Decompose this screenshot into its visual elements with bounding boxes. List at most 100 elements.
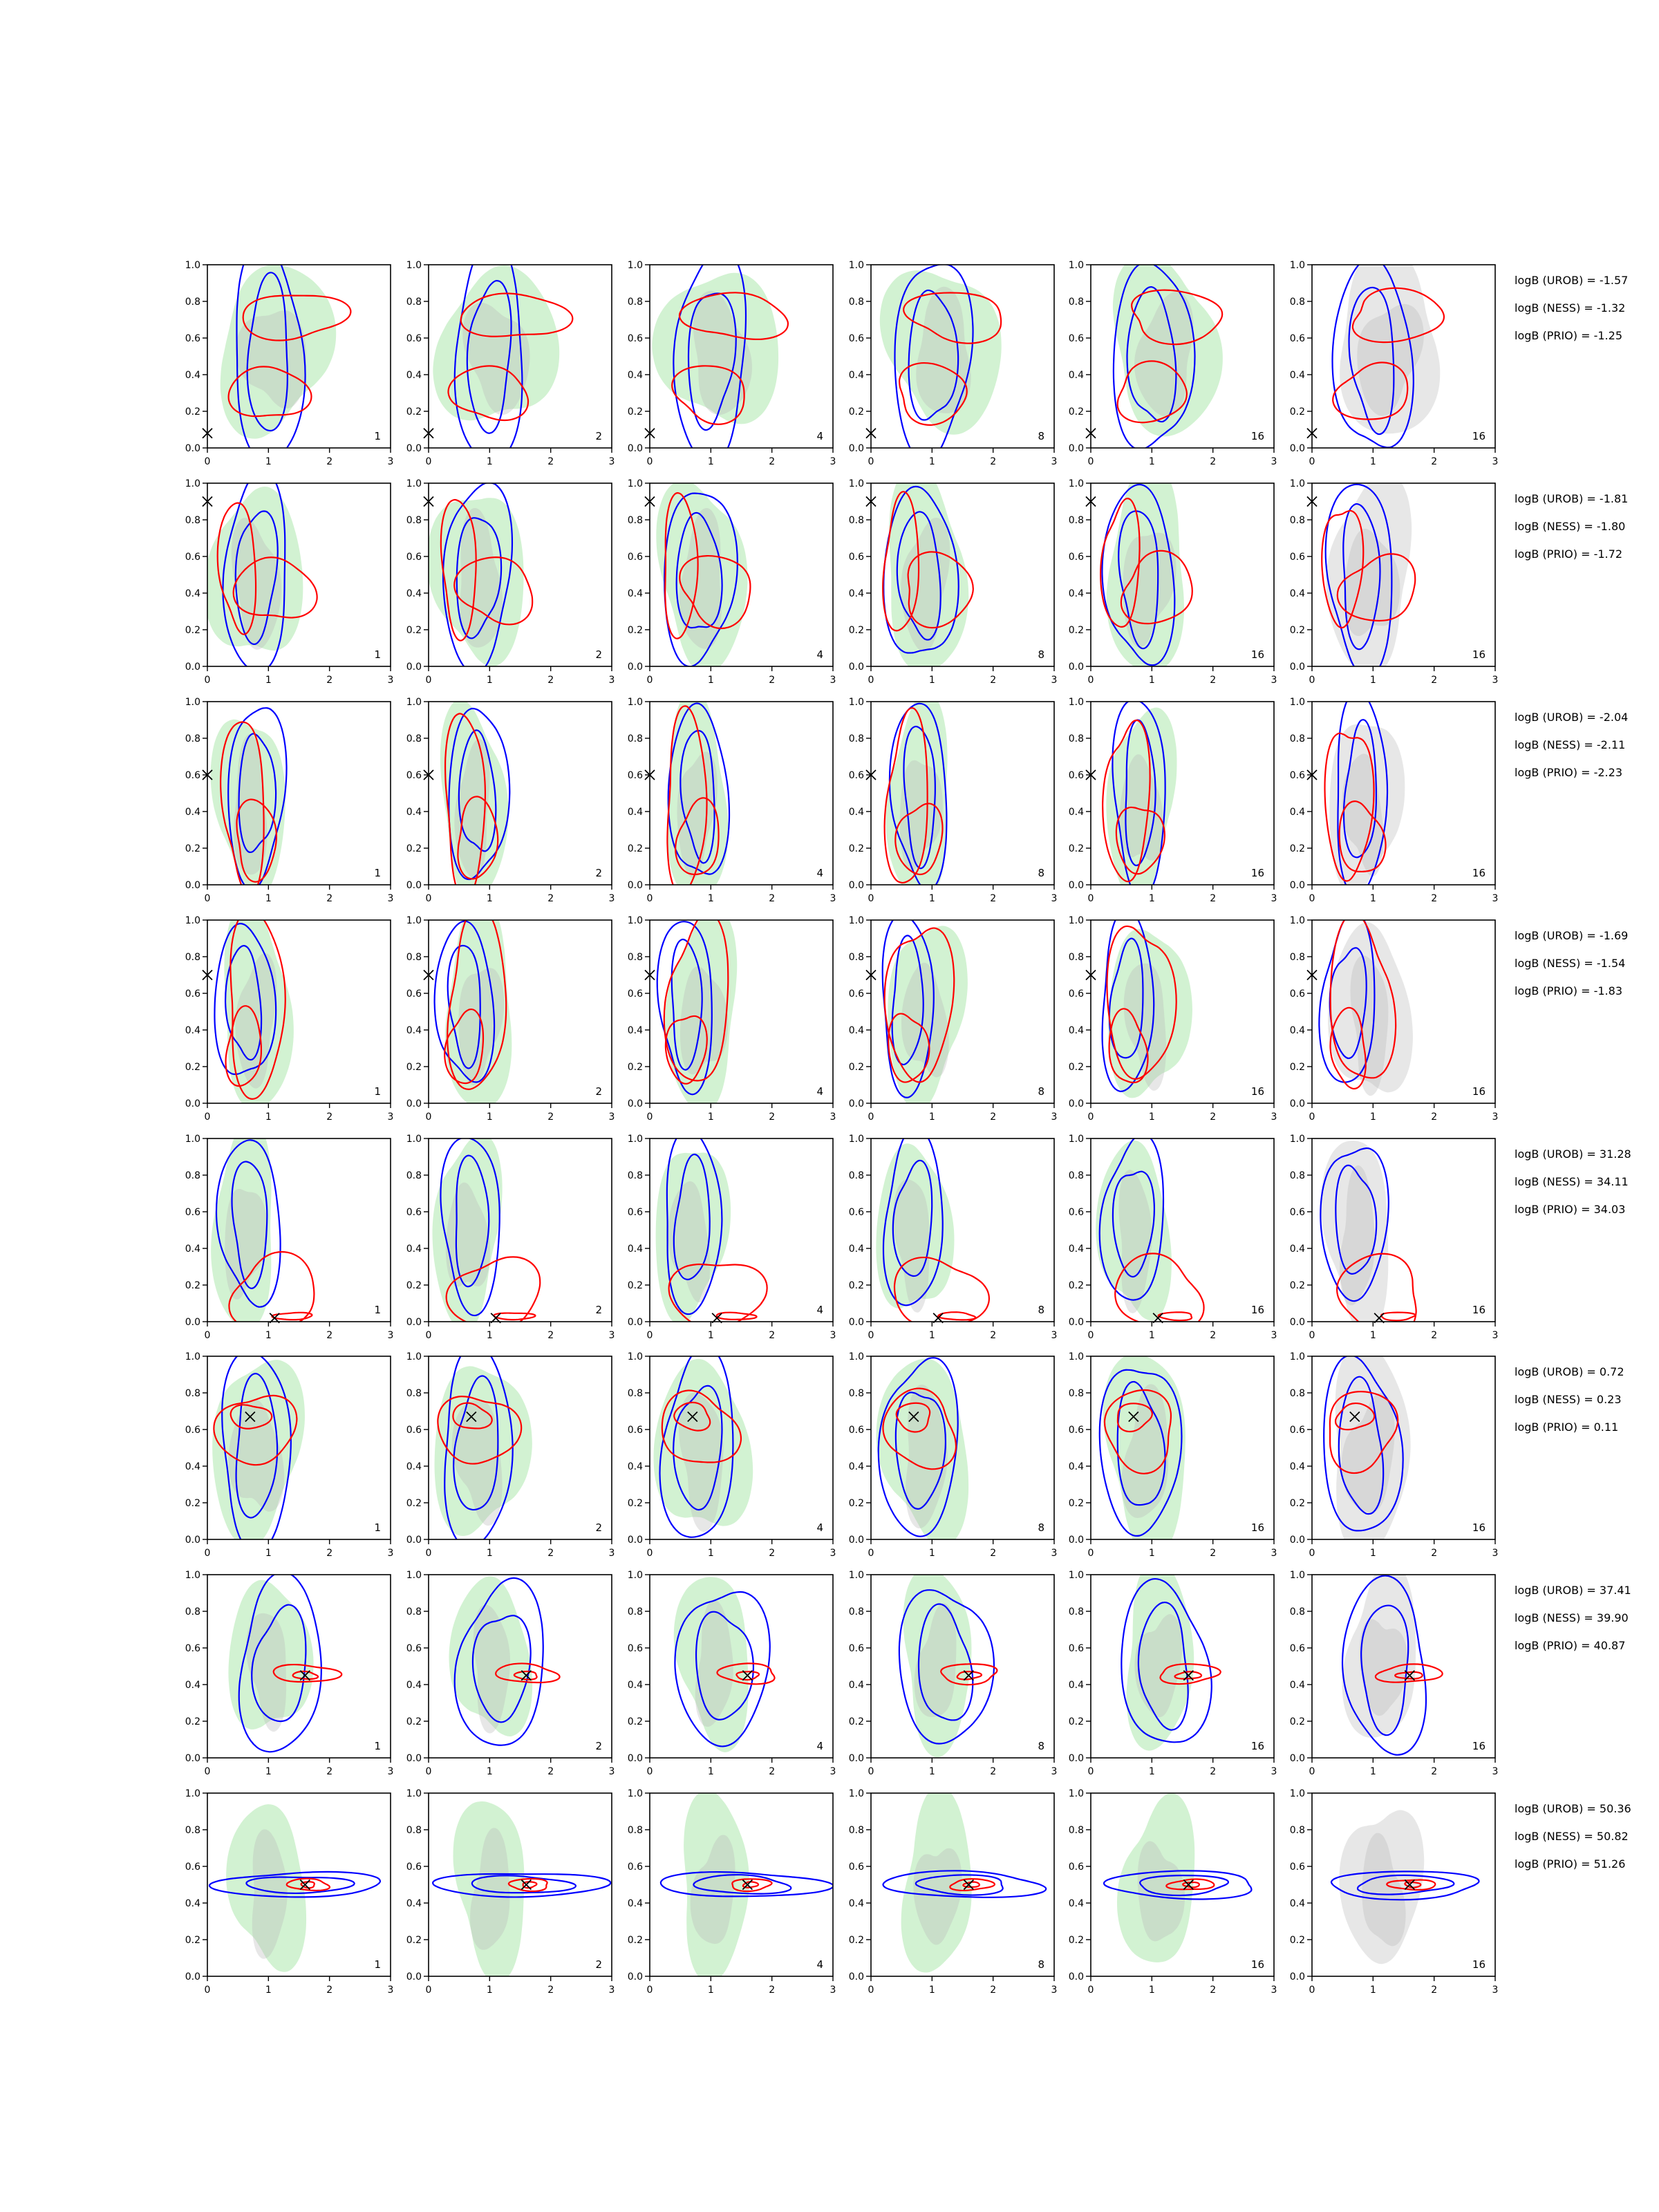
- blue-contour-outer: [673, 265, 747, 448]
- density-fill-outer: [440, 702, 509, 885]
- y-tick-label: 0.8: [1290, 952, 1305, 963]
- x-tick-label: 3: [609, 675, 615, 686]
- blue-contour-inner: [1342, 503, 1381, 650]
- y-tick-label: 1.0: [406, 478, 422, 489]
- y-tick-label: 0.0: [1290, 1753, 1305, 1764]
- panel-label: 8: [1038, 1085, 1044, 1098]
- y-tick-label: 0.4: [406, 1461, 422, 1472]
- red-contour-inner: [1115, 806, 1165, 875]
- y-tick-label: 0.8: [1069, 1170, 1084, 1181]
- red-contour-outer: [495, 1662, 561, 1684]
- red-contour-inner: [522, 1881, 538, 1889]
- y-tick-label: 0.8: [849, 1825, 864, 1836]
- y-tick-label: 0.4: [1069, 1025, 1084, 1036]
- y-tick-label: 0.8: [849, 1388, 864, 1399]
- panel-label: 2: [595, 867, 602, 879]
- x-tick-label: 3: [830, 1766, 836, 1777]
- panel-label: 8: [1038, 1740, 1044, 1752]
- y-tick-label: 1.0: [185, 1570, 200, 1581]
- y-tick-label: 0.2: [1290, 625, 1305, 636]
- y-tick-label: 0.4: [1069, 1244, 1084, 1255]
- panel-label: 1: [374, 1740, 381, 1752]
- blue-contour-outer: [448, 707, 511, 881]
- blue-contour-inner: [1335, 1164, 1378, 1275]
- y-tick-label: 0.4: [185, 588, 200, 599]
- x-tick-label: 3: [1271, 1985, 1277, 1996]
- x-tick-label: 1: [265, 675, 272, 686]
- red-contour-outer: [882, 1387, 957, 1470]
- y-tick-label: 0.4: [1069, 588, 1084, 599]
- x-tick-label: 3: [609, 1112, 615, 1123]
- blue-contour-outer: [667, 702, 731, 875]
- x-tick-label: 2: [1210, 1330, 1216, 1341]
- y-tick-label: 0.6: [1069, 1425, 1084, 1436]
- red-contour-inner: [452, 1402, 493, 1430]
- x-tick-label: 0: [647, 1330, 653, 1341]
- red-contour-inner: [1332, 362, 1409, 420]
- panel-label: 8: [1038, 430, 1044, 442]
- density-fill-outer: [1106, 707, 1177, 885]
- y-tick-label: 0.0: [628, 1971, 643, 1983]
- x-tick-label: 3: [1271, 1112, 1277, 1123]
- y-tick-label: 0.8: [628, 515, 643, 526]
- x-tick-label: 2: [326, 893, 332, 904]
- y-tick-label: 0.8: [1290, 1170, 1305, 1181]
- blue-contour-outer: [1331, 265, 1414, 448]
- density-fill-inner: [679, 966, 729, 1075]
- x-tick-label: 3: [830, 1330, 836, 1341]
- true-value-marker: [299, 1670, 310, 1681]
- y-tick-label: 0.8: [628, 733, 643, 744]
- y-tick-label: 0.6: [185, 333, 200, 344]
- y-tick-label: 0.4: [185, 1461, 200, 1472]
- red-contour-outer: [445, 1256, 541, 1322]
- x-tick-label: 1: [708, 1112, 714, 1123]
- y-tick-label: 0.8: [406, 1606, 422, 1618]
- x-tick-label: 1: [487, 893, 493, 904]
- y-tick-label: 0.2: [1290, 1935, 1305, 1946]
- blue-contour-outer: [433, 920, 496, 1083]
- blue-contour-inner: [894, 1391, 946, 1510]
- x-tick-label: 3: [830, 1985, 836, 1996]
- x-tick-label: 2: [1210, 675, 1216, 686]
- subplot-r4-c6: 0 1 2 3 0.0 0.2 0.4 0.6 0.8 1.0 16: [1290, 915, 1499, 1123]
- y-tick-label: 0.4: [849, 588, 864, 599]
- logB-score: logB (NESS) = -1.80: [1515, 520, 1625, 533]
- y-tick-label: 0.0: [849, 1535, 864, 1546]
- density-fill-outer: [211, 1138, 272, 1322]
- y-tick-label: 0.4: [185, 1025, 200, 1036]
- y-tick-label: 0.6: [406, 1207, 422, 1218]
- y-tick-label: 0.2: [406, 1716, 422, 1727]
- y-tick-label: 1.0: [1069, 260, 1084, 271]
- x-tick-label: 0: [1088, 456, 1094, 467]
- red-contour-inner: [216, 502, 257, 635]
- x-tick-label: 3: [609, 456, 615, 467]
- y-tick-label: 0.2: [406, 843, 422, 854]
- red-contour-inner: [1338, 800, 1387, 873]
- x-tick-label: 3: [1492, 1330, 1499, 1341]
- logB-annotations-row-5: logB (UROB) = 31.28 logB (NESS) = 34.11 lo…: [1515, 1147, 1631, 1216]
- red-contour-inner: [447, 365, 529, 422]
- y-tick-label: 0.4: [1290, 588, 1305, 599]
- axes-frame: [1090, 919, 1275, 1104]
- x-tick-label: 0: [1309, 675, 1315, 686]
- y-tick-label: 1.0: [406, 1351, 422, 1362]
- x-tick-label: 0: [1309, 1766, 1315, 1777]
- y-tick-label: 0.6: [185, 770, 200, 781]
- y-tick-label: 0.2: [1290, 1498, 1305, 1509]
- red-contour-outer: [1336, 1253, 1417, 1322]
- blue-contour-inner: [447, 944, 481, 1069]
- red-contour-inner: [715, 1311, 758, 1320]
- blue-contour-outer: [1101, 920, 1155, 1092]
- red-contour-inner: [225, 1005, 263, 1087]
- y-tick-label: 1.0: [849, 260, 864, 271]
- x-tick-label: 0: [647, 675, 653, 686]
- red-contour-outer: [1386, 1879, 1436, 1891]
- x-tick-label: 3: [609, 893, 615, 904]
- y-tick-label: 0.0: [849, 1971, 864, 1983]
- red-contour-inner: [1404, 1881, 1422, 1888]
- red-contour-outer: [731, 1878, 773, 1893]
- panel-label: 16: [1251, 430, 1264, 442]
- blue-contour-outer: [238, 1575, 322, 1753]
- subplot-r1-c4: 0 1 2 3 0.0 0.2 0.4 0.6 0.8 1.0 8: [849, 260, 1058, 467]
- y-tick-label: 0.0: [185, 1098, 200, 1109]
